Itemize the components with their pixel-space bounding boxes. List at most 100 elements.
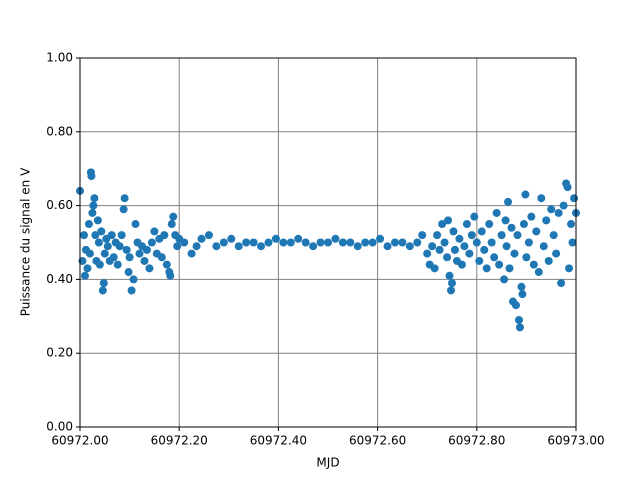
point xyxy=(521,190,530,199)
point xyxy=(113,260,122,269)
point xyxy=(145,264,154,273)
point xyxy=(485,220,494,229)
point xyxy=(390,238,399,247)
point xyxy=(487,238,496,247)
point xyxy=(557,279,566,288)
point xyxy=(517,282,526,291)
point xyxy=(83,264,92,273)
point xyxy=(127,286,136,295)
point xyxy=(413,238,422,247)
point xyxy=(125,253,134,262)
point xyxy=(563,183,572,192)
point xyxy=(338,238,347,247)
point xyxy=(450,245,459,254)
point xyxy=(197,234,206,243)
point xyxy=(286,238,295,247)
point xyxy=(331,234,340,243)
point xyxy=(219,238,228,247)
point xyxy=(383,242,392,251)
point xyxy=(147,238,156,247)
x-tick-label: 60972.60 xyxy=(349,434,406,448)
point xyxy=(361,238,370,247)
point xyxy=(467,231,476,240)
point xyxy=(100,249,109,258)
point xyxy=(187,249,196,258)
point xyxy=(472,238,481,247)
point xyxy=(324,238,332,247)
point xyxy=(87,172,96,181)
point xyxy=(482,264,491,273)
point xyxy=(544,256,553,265)
plot-frame xyxy=(79,57,577,428)
point xyxy=(500,275,509,284)
y-axis-label: Puissance du signal en V xyxy=(19,167,33,316)
point xyxy=(120,194,129,203)
point xyxy=(85,249,94,258)
point xyxy=(495,260,504,269)
point xyxy=(549,231,558,240)
point xyxy=(507,223,516,232)
point xyxy=(90,194,99,203)
point xyxy=(440,238,449,247)
point xyxy=(99,279,108,288)
point xyxy=(204,231,213,240)
point xyxy=(80,271,89,280)
point xyxy=(547,205,556,214)
point xyxy=(567,220,576,229)
y-tick-label: 0.80 xyxy=(46,124,73,138)
point xyxy=(502,242,511,251)
point xyxy=(257,242,266,251)
point xyxy=(542,216,551,225)
y-tick-label: 0.40 xyxy=(46,272,73,286)
point xyxy=(107,231,116,240)
point xyxy=(140,256,149,265)
point xyxy=(438,220,447,229)
point xyxy=(428,242,437,251)
point xyxy=(97,227,106,236)
x-tick-label: 60973.00 xyxy=(547,434,604,448)
point xyxy=(271,234,280,243)
x-axis-label: MJD xyxy=(316,456,339,470)
point xyxy=(565,264,574,273)
point xyxy=(504,197,513,206)
point xyxy=(88,208,97,217)
point xyxy=(490,253,499,262)
point xyxy=(457,260,466,269)
point xyxy=(119,205,128,214)
point xyxy=(249,238,258,247)
point xyxy=(142,245,151,254)
point xyxy=(460,242,469,251)
point xyxy=(455,234,464,243)
point xyxy=(477,227,486,236)
point xyxy=(418,231,427,240)
y-tick-label: 0.20 xyxy=(46,346,73,360)
point xyxy=(398,238,407,247)
point xyxy=(227,234,236,243)
point xyxy=(124,268,133,277)
point xyxy=(539,242,548,251)
point xyxy=(537,194,546,203)
point xyxy=(527,212,536,221)
point xyxy=(115,242,124,251)
point xyxy=(445,271,454,280)
point xyxy=(518,290,527,299)
point xyxy=(150,227,159,236)
point xyxy=(497,231,506,240)
point xyxy=(529,260,538,269)
point xyxy=(448,279,456,288)
point xyxy=(91,231,100,240)
point xyxy=(552,249,561,258)
point xyxy=(492,208,501,217)
point xyxy=(568,238,577,247)
x-tick-label: 60972.00 xyxy=(51,434,108,448)
point xyxy=(84,220,93,229)
point xyxy=(470,212,479,221)
point xyxy=(89,201,98,210)
point xyxy=(559,201,568,210)
point xyxy=(376,234,385,243)
point xyxy=(505,264,514,273)
point xyxy=(135,249,144,258)
point xyxy=(95,260,104,269)
